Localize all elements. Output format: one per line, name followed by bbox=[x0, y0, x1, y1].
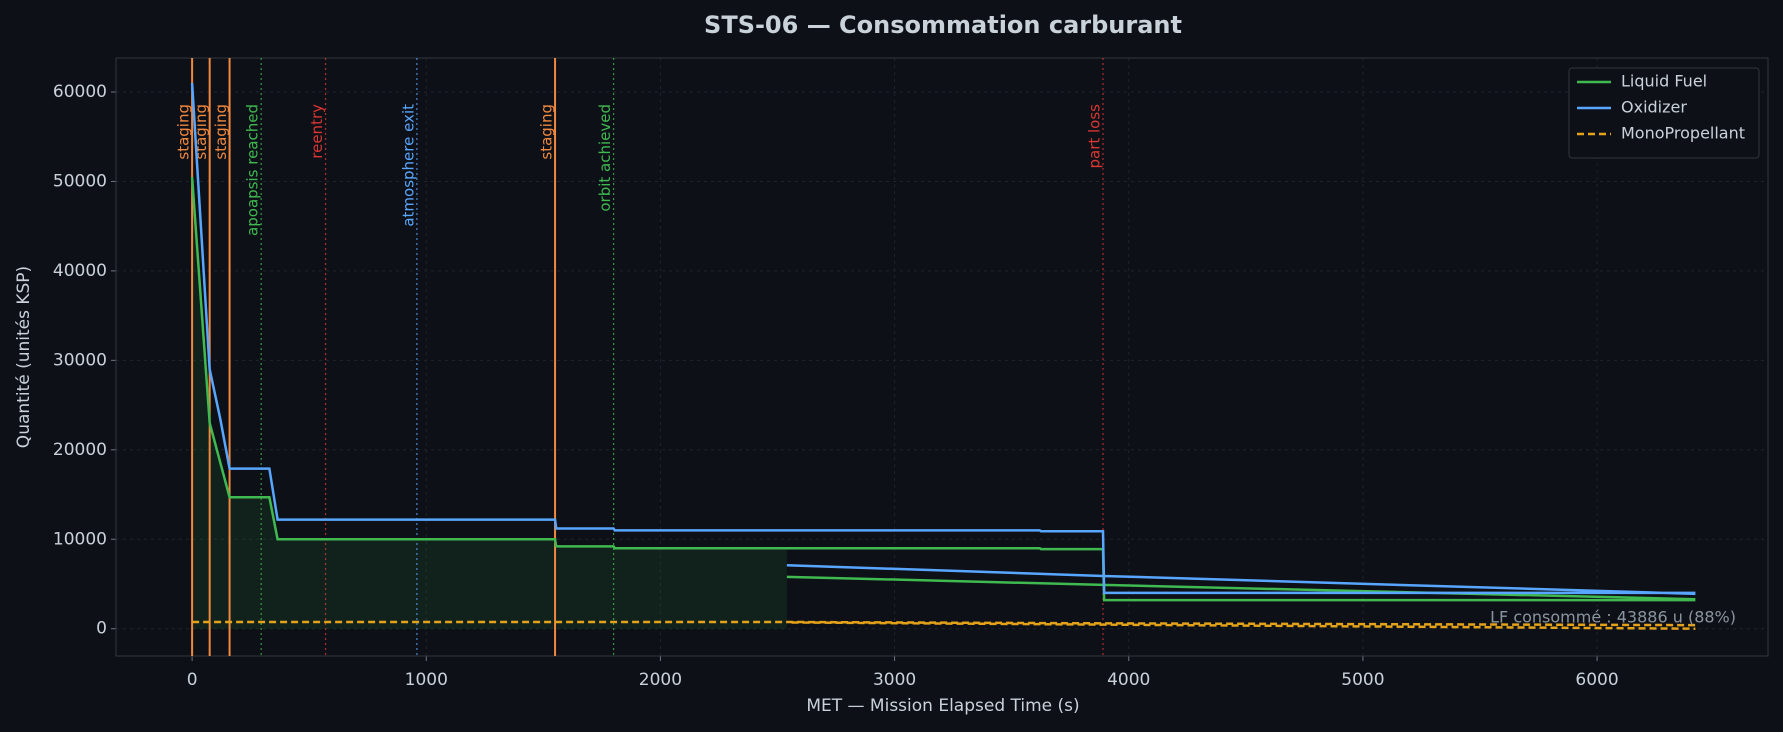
y-tick-label: 60000 bbox=[53, 82, 107, 102]
y-tick-label: 30000 bbox=[53, 350, 107, 370]
x-tick-label: 2000 bbox=[639, 670, 682, 690]
y-tick-label: 50000 bbox=[53, 171, 107, 191]
plot-frame bbox=[115, 57, 1769, 657]
legend-label: Oxidizer bbox=[1621, 98, 1687, 117]
annotation: LF consommé : 43886 u (88%) bbox=[1490, 608, 1736, 627]
legend-box bbox=[1568, 67, 1760, 159]
y-tick-label: 0 bbox=[96, 619, 107, 639]
event-label: orbit achieved bbox=[596, 104, 614, 212]
event-label: staging bbox=[175, 104, 193, 160]
x-tick-label: 5000 bbox=[1341, 670, 1384, 690]
y-tick-label: 40000 bbox=[53, 261, 107, 281]
x-tick-label: 6000 bbox=[1575, 670, 1618, 690]
x-tick-label: 3000 bbox=[873, 670, 916, 690]
y-axis-label: Quantité (unités KSP) bbox=[14, 266, 34, 448]
x-tick-label: 0 bbox=[187, 670, 198, 690]
legend-label: Liquid Fuel bbox=[1621, 72, 1707, 91]
series-line bbox=[192, 620, 1696, 630]
event-label: atmosphere exit bbox=[399, 104, 417, 227]
event-label: apoapsis reached bbox=[244, 104, 262, 236]
y-tick-label: 20000 bbox=[53, 440, 107, 460]
area-fill bbox=[192, 176, 787, 629]
y-tick-label: 10000 bbox=[53, 529, 107, 549]
event-label: staging bbox=[212, 104, 230, 160]
x-tick-label: 1000 bbox=[405, 670, 448, 690]
x-tick-label: 4000 bbox=[1107, 670, 1150, 690]
series-line bbox=[190, 82, 1696, 596]
chart-title: STS-06 — Consommation carburant bbox=[704, 11, 1182, 39]
event-label: reentry bbox=[308, 104, 326, 159]
x-axis-label: MET — Mission Elapsed Time (s) bbox=[806, 696, 1079, 716]
legend-label: MonoPropellant bbox=[1621, 124, 1745, 143]
event-label: staging bbox=[538, 104, 556, 160]
event-label: part loss bbox=[1085, 104, 1103, 169]
